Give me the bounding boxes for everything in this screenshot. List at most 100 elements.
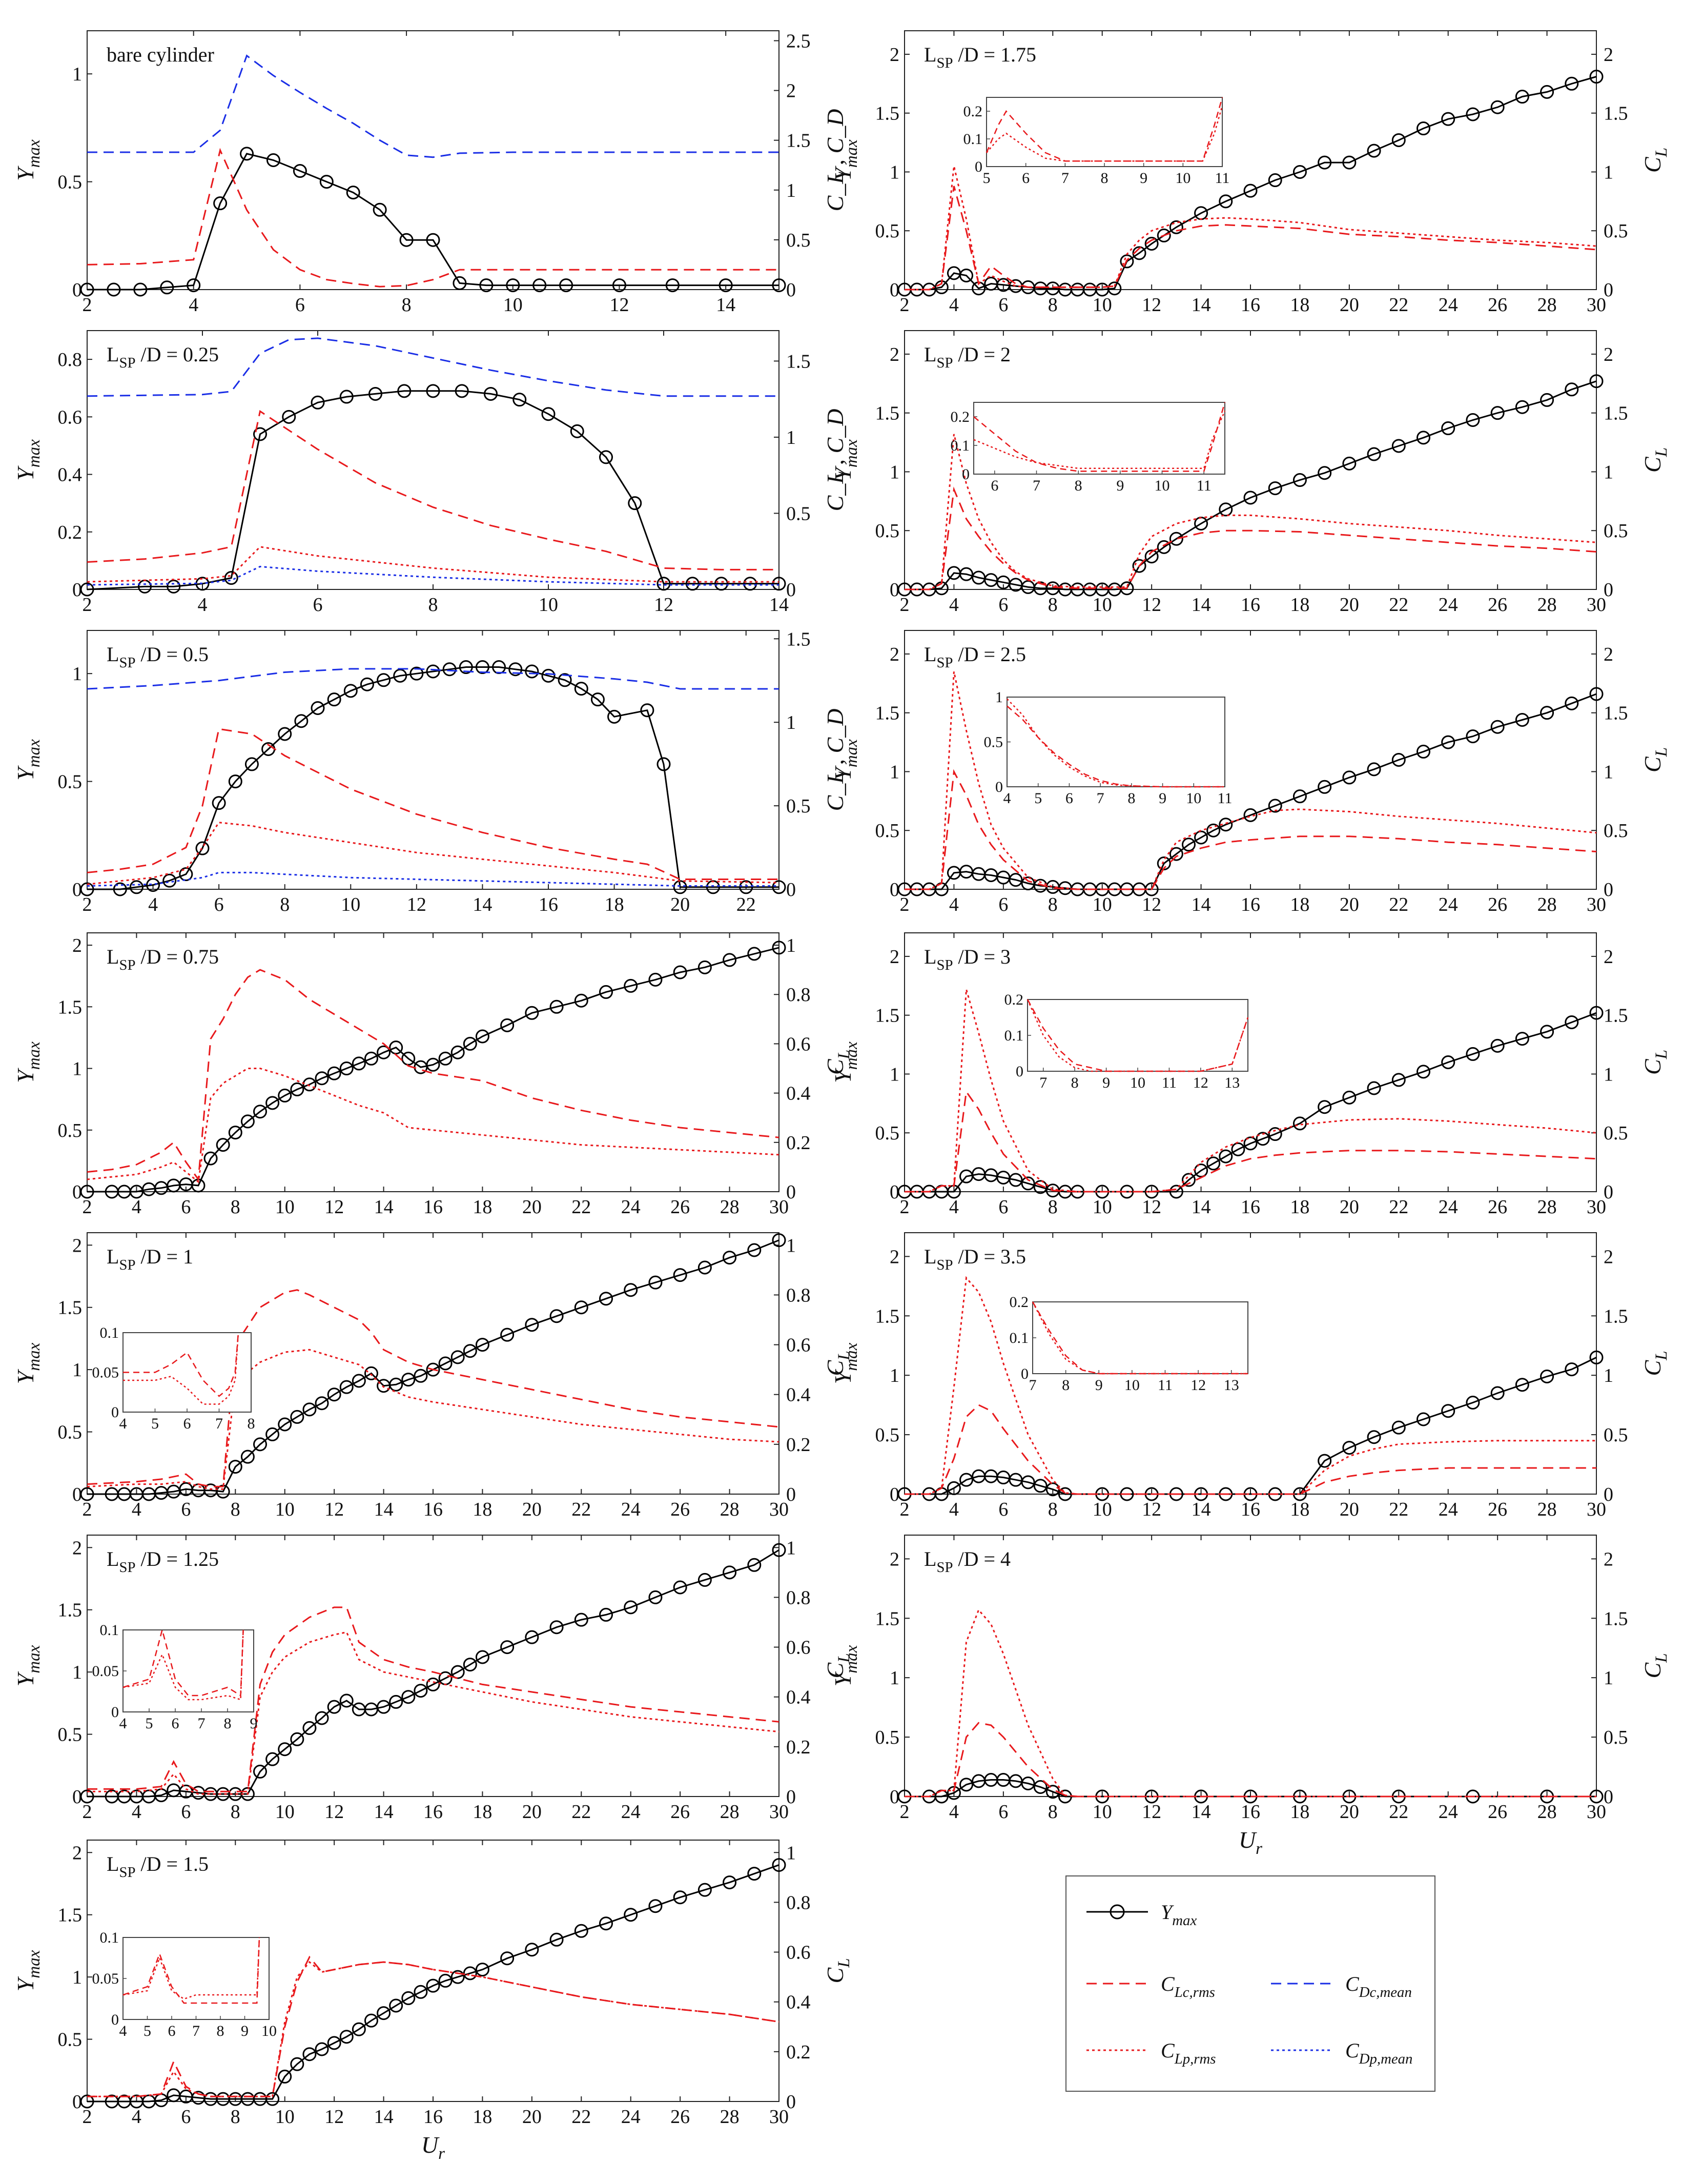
data-point-ymax <box>339 2030 354 2044</box>
inset-x-tick-label: 8 <box>1062 1377 1070 1394</box>
data-point-ymax <box>80 2094 94 2109</box>
data-point-ymax <box>80 882 94 896</box>
data-point-ymax <box>574 1924 588 1938</box>
data-point-ymax <box>599 985 613 999</box>
data-point-ymax <box>1194 830 1208 845</box>
series-line-ymax <box>87 390 779 590</box>
inset-frame <box>973 402 1225 475</box>
x-tick-label: 26 <box>670 1499 690 1520</box>
data-point-ymax <box>772 278 786 293</box>
x-tick-label: 14 <box>1192 894 1211 915</box>
data-point-ymax <box>1256 1132 1270 1146</box>
data-point-ymax <box>327 1387 341 1402</box>
y-tick-label: 2 <box>72 1235 82 1256</box>
data-point-ymax <box>265 1752 280 1766</box>
data-point-ymax <box>525 1006 539 1020</box>
y-tick-label: 0 <box>72 2091 82 2113</box>
x-tick-label: 6 <box>998 594 1008 616</box>
x-tick-label: 28 <box>1537 594 1557 616</box>
data-point-ymax <box>311 395 325 410</box>
y-tick-label: 1 <box>72 1967 82 1988</box>
data-point-ymax <box>1009 1173 1023 1187</box>
series-line-clc <box>905 1404 1596 1495</box>
panel-annotation: LSP /D = 1.5 <box>107 1852 209 1881</box>
series-line-clp <box>905 989 1597 1193</box>
inset-frame <box>122 1629 254 1712</box>
data-point-ymax <box>739 880 753 894</box>
data-point-ymax <box>352 2022 366 2036</box>
inset-x-tick-label: 8 <box>1075 477 1082 494</box>
x-tick-label: 20 <box>522 1196 542 1218</box>
y2-tick-label: 1.5 <box>786 130 811 152</box>
data-point-ymax <box>1169 847 1183 861</box>
x-tick-label: 30 <box>1587 1801 1606 1823</box>
inset-y-tick-label: 0 <box>1016 1063 1023 1080</box>
inset-y-tick-label: 0.05 <box>92 1970 119 1987</box>
data-point-ymax <box>302 1077 317 1092</box>
inset-y-tick-label: 0.1 <box>951 437 970 454</box>
x-tick-label: 16 <box>423 1499 443 1520</box>
inset-y-tick-label: 1 <box>995 689 1003 706</box>
x-tick-label: 16 <box>539 894 558 915</box>
y2-tick-label: 0.6 <box>786 1335 811 1356</box>
y2-tick-label: 0 <box>1604 1181 1613 1203</box>
y2-tick-label: 2 <box>1604 44 1613 66</box>
y2-tick-label: 0 <box>786 1786 796 1808</box>
series-line-clc <box>905 1722 1596 1798</box>
series-line-clc <box>905 1089 1597 1193</box>
y2-tick-label: 1 <box>786 427 796 448</box>
x-tick-label: 2 <box>900 1196 910 1218</box>
y-tick-label: 1 <box>890 1365 899 1386</box>
data-point-ymax <box>1169 220 1183 234</box>
x-tick-label: 2 <box>83 294 92 316</box>
y2-axis-label-text: CL <box>822 1653 853 1678</box>
data-point-ymax <box>475 1338 489 1352</box>
data-point-ymax <box>1441 1404 1455 1418</box>
y2-tick-label: 0.4 <box>786 1083 811 1105</box>
x-tick-label: 12 <box>324 2106 344 2128</box>
x-tick-label: 4 <box>949 594 959 616</box>
data-point-ymax <box>167 579 181 594</box>
y-tick-label: 0.5 <box>58 1120 83 1141</box>
data-point-ymax <box>401 1373 416 1387</box>
data-point-ymax <box>463 1966 477 1981</box>
data-point-ymax <box>697 1573 712 1587</box>
data-point-ymax <box>414 1985 428 1999</box>
inset-x-tick-label: 6 <box>991 477 998 494</box>
y-tick-label: 0 <box>890 1484 899 1505</box>
data-point-ymax <box>1490 406 1505 420</box>
panel-annotation: LSP /D = 4 <box>924 1547 1011 1576</box>
data-point-ymax <box>525 1318 539 1332</box>
x-tick-label: 12 <box>1142 594 1161 616</box>
x-tick-label: 4 <box>132 1196 141 1218</box>
chart-panel-l3: 2 4 6 8 10 12 14 16 18 20 22 24 26 28 3000.511.5200.51… <box>830 932 1671 1218</box>
y-tick-label: 1.5 <box>875 1305 900 1327</box>
y2-tick-label: 2 <box>1604 644 1613 665</box>
y-axis-label-text: Ymax <box>830 1645 861 1686</box>
series-line-clc <box>87 1606 779 1792</box>
x-tick-label: 10 <box>1093 594 1112 616</box>
panel-annotation: bare cylinder <box>107 43 214 66</box>
x-tick-label: 14 <box>374 1499 394 1520</box>
data-point-ymax <box>414 1684 428 1698</box>
data-point-ymax <box>1268 1127 1282 1141</box>
x-tick-label: 26 <box>670 1801 690 1823</box>
data-point-ymax <box>327 2036 341 2050</box>
y-tick-label: 0.5 <box>875 1122 900 1144</box>
y2-axis-label: CL <box>1639 747 1671 772</box>
data-point-ymax <box>346 186 360 200</box>
y2-tick-label: 0.5 <box>1604 820 1628 842</box>
inset-series-line-clp <box>1027 999 1249 1072</box>
data-point-ymax <box>160 280 174 295</box>
data-point-ymax <box>113 882 127 896</box>
y2-tick-label: 0.5 <box>1604 1727 1628 1748</box>
x-tick-label: 10 <box>275 2106 295 2128</box>
x-tick-label: 8 <box>231 1499 240 1520</box>
data-point-ymax <box>364 1366 378 1380</box>
y2-tick-label: 0.8 <box>786 1892 811 1913</box>
x-tick-label: 6 <box>998 1801 1008 1823</box>
x-tick-label: 16 <box>423 1196 443 1218</box>
y-tick-label: 0.5 <box>58 1724 83 1746</box>
y-axis-label: Ymax <box>830 1342 861 1384</box>
chart-panel-l075: 2 4 6 8 10 12 14 16 18 20 22 24 26 28 3000.511.5200.20… <box>12 932 853 1218</box>
